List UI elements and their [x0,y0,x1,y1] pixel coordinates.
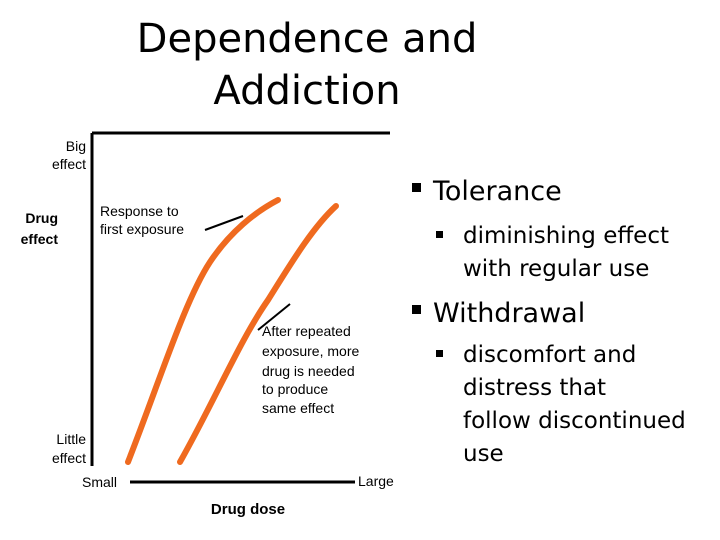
sub-bullet: distress that [463,375,606,401]
curve-label: same effect [262,400,334,416]
x-left-label: Small [82,474,117,490]
y-top-label: effect [52,156,86,172]
x-axis-label: Drug dose [211,501,285,518]
axes [90,131,390,484]
curve-label: Response to [100,203,179,219]
y-axis-label: Drug [25,210,58,226]
bullet: Tolerance [432,176,562,207]
y-bottom-label: Little [56,431,86,447]
bullets: Tolerance diminishing effect with regula… [412,176,686,467]
curve-label: After repeated [262,323,351,339]
curve-first-exposure [125,197,281,465]
sub-bullet: discomfort and [463,342,636,368]
curve-repeated [177,203,339,465]
bullet-marker [412,183,421,192]
title-line: Dependence and [137,16,478,62]
curves [125,197,339,465]
connectors [204,215,291,331]
x-right-label: Large [358,473,394,489]
sub-bullet: use [463,441,504,467]
y-bottom-label: effect [52,450,86,466]
bullet-marker [436,350,443,357]
bullet: Withdrawal [433,298,585,329]
connector [204,215,244,231]
sub-bullet: diminishing effect [463,223,669,249]
curve-label: to produce [262,381,328,397]
connector [257,303,291,331]
sub-bullet: with regular use [463,256,649,282]
diagram-labels: Big effect Drug effect Little effect Sma… [21,138,394,518]
y-axis-label: effect [21,231,59,247]
title-line: Addiction [213,68,400,114]
curve-label: first exposure [100,221,184,237]
curve-label: drug is needed [262,363,355,379]
curve-label: exposure, more [262,343,359,359]
bullet-marker [412,305,421,314]
sub-bullet: follow discontinued [463,408,686,434]
title: Dependence and Addiction [137,16,478,114]
y-top-label: Big [66,138,86,154]
bullet-marker [436,231,443,238]
